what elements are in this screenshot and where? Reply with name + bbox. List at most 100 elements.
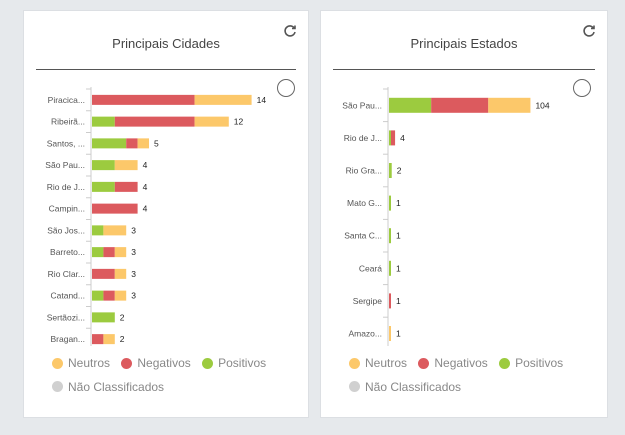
bar-segment-negativos xyxy=(92,268,115,279)
category-label: Sergipe xyxy=(353,296,383,306)
positivos-dot-icon xyxy=(202,357,214,369)
bar-segment-positivos xyxy=(92,312,115,323)
bar-segment-negativos xyxy=(92,334,104,345)
legend-neutros[interactable]: Neutros xyxy=(349,355,407,371)
category-label: Catand... xyxy=(51,291,86,301)
total-label: 2 xyxy=(120,312,125,322)
bar-segment-neutros xyxy=(137,138,149,149)
total-label: 4 xyxy=(143,160,148,170)
category-label: Santos, ... xyxy=(47,138,85,148)
cities-bar-chart: Piracica... 14 Ribeirã... 12 Santos, ... 5 São… xyxy=(45,87,267,346)
bar-segment-positivos xyxy=(389,130,391,146)
category-label: Barreto... xyxy=(50,247,85,257)
bar-segment-neutros xyxy=(103,225,127,236)
total-label: 4 xyxy=(143,204,148,214)
negativos-dot-icon xyxy=(418,357,430,369)
neutros-dot-icon xyxy=(52,357,63,369)
bar-segment-negativos xyxy=(389,293,391,309)
bar-segment-negativos xyxy=(92,203,138,214)
bar-segment-neutros xyxy=(114,268,127,279)
bar-segment-positivos xyxy=(389,260,391,276)
legend-nao-classificados[interactable]: Não Classificados xyxy=(349,379,461,395)
neutros-dot-icon xyxy=(349,357,360,369)
bar-segment-positivos xyxy=(389,97,432,113)
total-label: 3 xyxy=(131,291,136,301)
legend-positivos[interactable]: Positivos xyxy=(499,355,563,371)
category-label: Rio de J... xyxy=(47,182,85,192)
legend-neutros[interactable]: Neutros xyxy=(52,355,110,371)
total-label: 1 xyxy=(396,329,401,339)
total-label: 1 xyxy=(396,263,401,273)
bar-segment-negativos xyxy=(114,181,138,192)
legend-negativos[interactable]: Negativos xyxy=(121,355,191,371)
legend-negativos[interactable]: Negativos xyxy=(418,355,488,371)
category-label: Sertãozi... xyxy=(47,312,85,322)
category-label: Rio Gra... xyxy=(346,166,382,176)
panel-title: Principais Estados xyxy=(410,36,518,51)
bar-segment-neutros xyxy=(114,290,127,301)
bar-segment-negativos xyxy=(391,130,396,146)
bar-segment-positivos xyxy=(389,228,391,244)
bar-segment-negativos xyxy=(103,247,115,258)
bar-segment-negativos xyxy=(114,116,195,127)
nao-classificados-dot-icon xyxy=(349,381,360,392)
chart-legend: Neutros Negativos Positivos Não Classifi… xyxy=(349,355,571,395)
bar-segment-positivos xyxy=(92,160,115,171)
category-label: Campin... xyxy=(49,204,85,214)
bar-segment-neutros xyxy=(194,94,252,105)
bar-segment-negativos xyxy=(431,97,489,113)
category-label: São Pau... xyxy=(45,160,85,170)
positivos-dot-icon xyxy=(499,357,511,369)
total-label: 1 xyxy=(396,198,401,208)
refresh-icon[interactable] xyxy=(282,23,298,39)
category-label: Rio Clar... xyxy=(48,269,85,279)
bar-segment-positivos xyxy=(389,163,392,178)
bar-segment-neutros xyxy=(114,247,127,258)
category-label: São Jos... xyxy=(47,225,85,235)
bar-segment-negativos xyxy=(126,138,138,149)
states-bar-chart: São Pau... 104 Rio de J... 4 Rio Gra... 2 Mato… xyxy=(342,87,550,346)
total-label: 1 xyxy=(396,231,401,241)
total-label: 14 xyxy=(257,95,267,105)
cities-panel: Principais Cidades Piracica... 14 Ribeirã.… xyxy=(23,10,309,418)
bar-segment-neutros xyxy=(389,326,391,341)
title-divider xyxy=(36,69,296,70)
total-label: 3 xyxy=(131,269,136,279)
bar-segment-positivos xyxy=(92,290,104,301)
camera-icon[interactable] xyxy=(573,79,591,97)
bar-segment-neutros xyxy=(194,116,229,127)
legend-positivos[interactable]: Positivos xyxy=(202,355,266,371)
bar-segment-positivos xyxy=(92,225,104,236)
bar-segment-positivos xyxy=(92,138,127,149)
negativos-dot-icon xyxy=(121,357,133,369)
nao-classificados-dot-icon xyxy=(52,381,63,392)
legend-label: Não Classificados xyxy=(365,379,462,394)
legend-label: Negativos xyxy=(137,356,191,370)
bar-segment-positivos xyxy=(92,181,115,192)
category-label: São Pau... xyxy=(342,100,382,110)
legend-label: Negativos xyxy=(434,356,488,370)
bar-segment-neutros xyxy=(114,160,138,171)
bar-segment-neutros xyxy=(488,97,531,113)
category-label: Rio de J... xyxy=(344,133,382,143)
category-label: Santa C... xyxy=(344,231,382,241)
bar-segment-positivos xyxy=(92,116,115,127)
legend-nao-classificados[interactable]: Não Classificados xyxy=(52,379,164,395)
legend-label: Positivos xyxy=(515,356,564,370)
total-label: 104 xyxy=(535,100,549,110)
total-label: 2 xyxy=(397,166,402,176)
camera-icon[interactable] xyxy=(277,79,295,97)
bar-segment-neutros xyxy=(103,334,115,345)
category-label: Ceará xyxy=(359,263,382,273)
states-panel: Principais Estados São Pau... 104 Rio de J… xyxy=(320,10,608,418)
category-label: Bragan... xyxy=(51,334,86,344)
category-label: Piracica... xyxy=(48,95,85,105)
total-label: 5 xyxy=(154,138,159,148)
total-label: 3 xyxy=(131,247,136,257)
refresh-icon[interactable] xyxy=(581,23,597,39)
category-label: Ribeirã... xyxy=(51,117,85,127)
total-label: 2 xyxy=(120,334,125,344)
bar-segment-negativos xyxy=(103,290,115,301)
bar-segment-positivos xyxy=(389,195,391,211)
total-label: 4 xyxy=(143,182,148,192)
